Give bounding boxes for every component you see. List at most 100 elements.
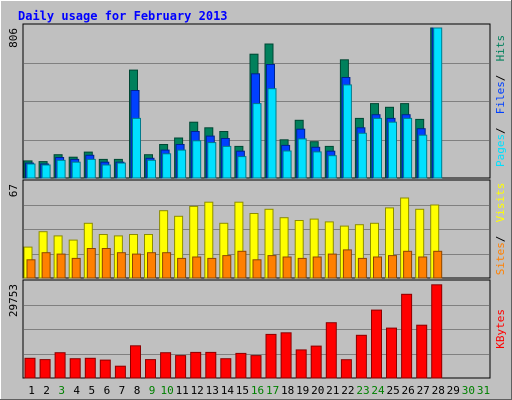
bar-sites: [116, 252, 126, 279]
bar-sites: [207, 257, 217, 279]
x-tick-label: 29: [447, 384, 460, 397]
x-tick-label: 13: [206, 384, 219, 397]
bar-sites: [433, 250, 443, 279]
bar-pages: [388, 121, 397, 179]
bar-sites: [342, 249, 352, 279]
bar-sites: [132, 253, 141, 279]
bar-sites: [297, 257, 307, 279]
bar-kbytes: [371, 309, 382, 379]
bar-kbytes: [235, 352, 247, 379]
bar-kbytes: [175, 355, 187, 379]
bar-kbytes: [69, 358, 81, 379]
bar-sites: [327, 253, 337, 279]
x-tick-label: 18: [281, 384, 294, 397]
x-tick-label: 1: [28, 384, 35, 397]
bar-sites: [26, 259, 36, 279]
x-tick-label: 7: [119, 384, 126, 397]
y-max-label: 806: [7, 28, 20, 48]
bar-kbytes: [250, 355, 262, 379]
bar-kbytes: [325, 322, 337, 379]
x-tick-label: 2: [43, 384, 50, 397]
bar-sites: [403, 250, 413, 279]
bar-pages: [237, 156, 247, 179]
x-tick-label: 21: [326, 384, 339, 397]
bar-pages: [177, 149, 187, 179]
bar-pages: [26, 163, 36, 179]
x-tick-label: 12: [191, 384, 204, 397]
x-tick-label: 5: [88, 384, 95, 397]
bar-sites: [267, 255, 277, 279]
bar-kbytes: [295, 349, 307, 379]
x-tick-label: 31: [477, 384, 490, 397]
x-tick-label: 8: [134, 384, 141, 397]
y-max-label: 67: [7, 184, 20, 197]
bar-sites: [237, 250, 247, 279]
legend-kbytes: KBytes: [494, 309, 507, 349]
bar-sites: [192, 256, 202, 279]
x-tick-label: 20: [311, 384, 324, 397]
x-tick-label: 22: [341, 384, 354, 397]
bar-sites: [177, 257, 187, 279]
bar-kbytes: [340, 359, 352, 379]
x-tick-label: 11: [176, 384, 189, 397]
bar-pages: [418, 134, 428, 179]
x-tick-label: 24: [371, 384, 385, 397]
bar-pages: [162, 153, 172, 179]
bar-sites: [357, 257, 367, 279]
bar-pages: [192, 140, 202, 179]
legend-visits: Visits: [494, 183, 507, 223]
bar-kbytes: [190, 351, 202, 379]
bar-kbytes: [39, 359, 51, 379]
bar-kbytes: [205, 351, 217, 379]
bar-sites: [222, 255, 232, 279]
bar-sites: [418, 256, 428, 279]
bar-pages: [297, 138, 307, 179]
bar-sites: [86, 248, 96, 279]
x-tick-label: 3: [58, 384, 65, 397]
bar-sites: [388, 255, 397, 279]
bar-kbytes: [145, 359, 156, 379]
bar-kbytes: [99, 359, 111, 379]
bar-kbytes: [431, 284, 443, 379]
bar-kbytes: [130, 345, 141, 379]
x-tick-label: 14: [221, 384, 235, 397]
bar-pages: [357, 132, 367, 179]
bar-kbytes: [160, 352, 172, 379]
legend-pages: Pages: [494, 134, 507, 167]
legend-separator: /: [494, 75, 507, 82]
bar-pages: [312, 151, 322, 179]
x-tick-label: 16: [251, 384, 264, 397]
bar-pages: [86, 158, 96, 179]
bar-pages: [116, 162, 126, 179]
bar-pages: [433, 27, 443, 179]
x-tick-label: 9: [149, 384, 156, 397]
bar-pages: [403, 117, 413, 179]
bar-kbytes: [54, 352, 66, 379]
bar-pages: [373, 117, 382, 179]
bar-pages: [56, 159, 66, 179]
x-tick-label: 17: [266, 384, 279, 397]
bar-kbytes: [310, 345, 322, 379]
legend-separator: /: [494, 127, 507, 134]
bar-sites: [56, 253, 66, 279]
bar-kbytes: [265, 333, 277, 379]
bar-sites: [71, 257, 81, 279]
bar-kbytes: [355, 334, 367, 379]
chart-title: Daily usage for February 2013: [18, 9, 228, 23]
bar-pages: [71, 161, 81, 179]
bar-sites: [147, 252, 156, 279]
x-tick-label: 23: [356, 384, 369, 397]
legend-sites: Sites: [494, 242, 507, 275]
x-tick-label: 25: [386, 384, 399, 397]
bar-sites: [312, 256, 322, 279]
legend-files: Files: [494, 81, 507, 114]
bar-sites: [41, 252, 51, 279]
bar-pages: [282, 150, 292, 179]
bar-kbytes: [24, 357, 36, 379]
bar-pages: [41, 164, 51, 179]
x-tick-label: 27: [417, 384, 430, 397]
x-tick-label: 26: [401, 384, 414, 397]
bar-sites: [162, 252, 172, 279]
x-tick-label: 15: [236, 384, 249, 397]
bar-kbytes: [401, 293, 413, 379]
